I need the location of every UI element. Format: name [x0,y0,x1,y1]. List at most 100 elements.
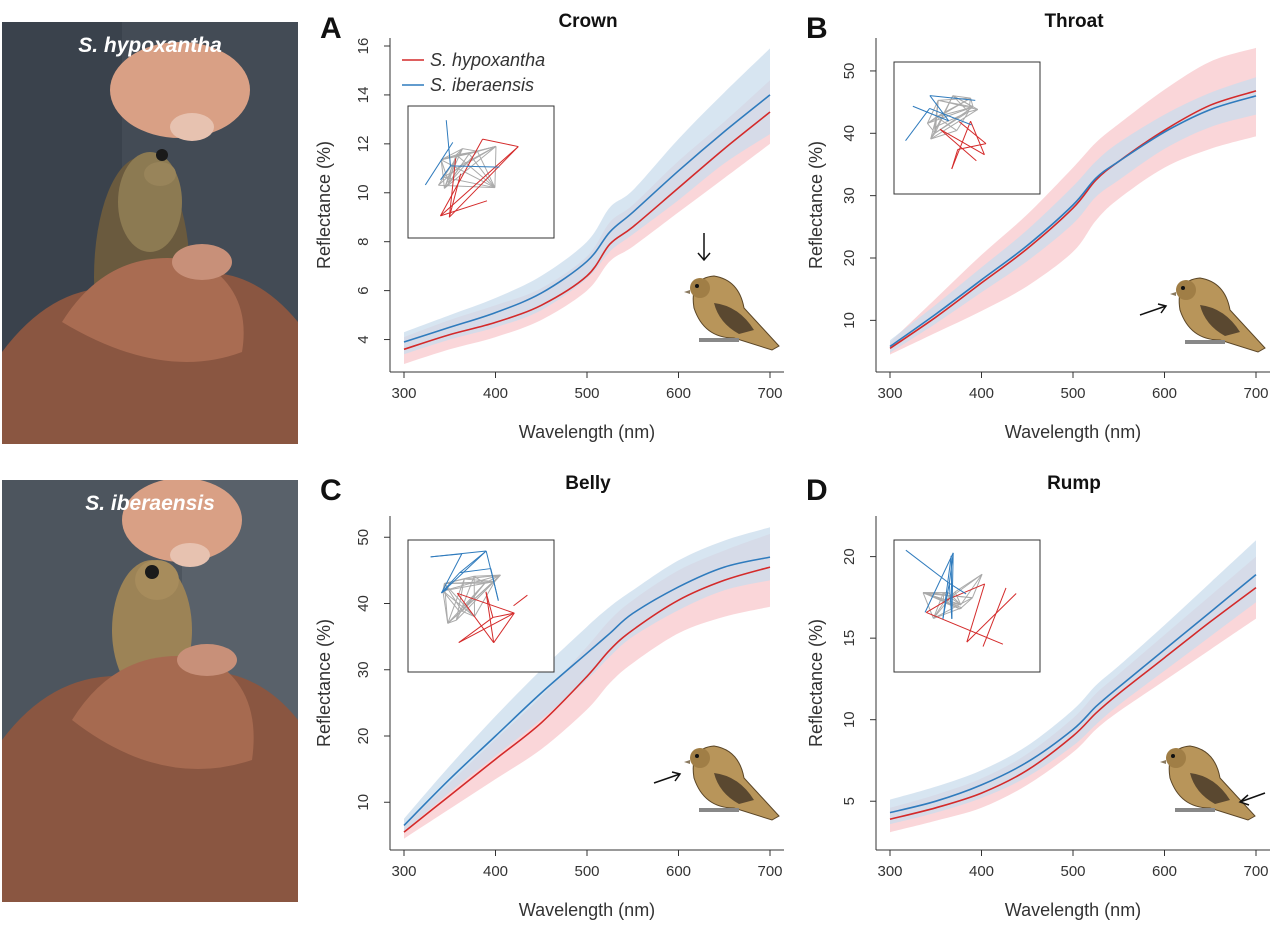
bird-wing [714,303,754,334]
inset-edge [445,120,451,166]
x-axis-label: Wavelength (nm) [1005,422,1141,442]
inset-edge [957,143,987,150]
inset-edge [456,153,470,156]
y-tick-label: 10 [355,794,372,811]
series-line-hypoxantha [403,111,771,351]
inset-edge [966,593,1017,643]
bird-eye [695,754,699,758]
y-tick-label: 10 [355,184,372,201]
inset-edge [952,95,971,99]
inset-edge [972,574,983,598]
inset-edge [939,128,977,162]
y-axis-label: Reflectance (%) [806,619,826,747]
x-tick-label: 300 [391,385,416,402]
inset-edge [924,552,954,613]
photo-s-hypoxantha: S. hypoxantha [2,22,298,444]
y-tick-label: 4 [355,335,372,343]
x-tick-label: 500 [1060,385,1085,402]
x-tick-label: 400 [969,863,994,880]
inset-edge [966,583,986,643]
inset-edge [936,116,958,131]
y-tick-label: 40 [355,595,372,612]
x-tick-label: 300 [877,385,902,402]
y-tick-label: 20 [355,728,372,745]
confidence-band-iberaensis [890,540,1256,825]
x-axis-label: Wavelength (nm) [1005,900,1141,920]
x-tick-label: 400 [483,385,508,402]
x-axis-label: Wavelength (nm) [519,900,655,920]
inset-edge [447,582,486,624]
inset-edge [493,612,515,643]
y-tick-label: 10 [841,312,858,329]
y-tick-label: 20 [841,548,858,565]
inset-edge [927,116,937,124]
inset-edge [942,555,952,619]
bird-illustration [653,745,780,821]
photo-label: S. hypoxantha [78,34,222,57]
x-tick-label: 600 [666,385,691,402]
series-line-hypoxantha [889,90,1257,350]
x-tick-label: 500 [574,863,599,880]
bird-beak [1160,760,1166,764]
inset-edge [448,173,462,218]
inset-edge [476,150,496,188]
inset-edge [441,550,487,594]
y-tick-label: 30 [841,187,858,204]
bird-head [1176,280,1196,300]
x-tick-label: 600 [666,863,691,880]
legend-label: S. hypoxantha [430,50,545,70]
bird-photo-image [2,480,298,902]
inset-edge [933,607,962,619]
series-line-iberaensis [403,94,771,343]
inset-edge [905,549,950,584]
chart-panel-belly: C Belly 300 400 500 600 700 10 20 30 40 50 Wavelengt… [314,473,784,920]
inset-edge [485,550,499,601]
bird-eye [1181,286,1185,290]
bird-illustration [684,233,780,351]
bird-wing [714,773,754,804]
panel-letter: C [320,474,342,507]
legend-label: S. iberaensis [430,75,534,95]
chart-panel-throat: B Throat 300 400 500 600 700 10 20 30 40 50 Waveleng… [806,11,1270,442]
inset-edge [513,594,528,607]
y-tick-label: 6 [355,286,372,294]
y-axis-label: Reflectance (%) [314,141,334,269]
bird-wing [1190,773,1230,804]
series-line-hypoxantha [403,566,771,833]
panel-title: Crown [558,11,617,32]
inset-edge [970,120,985,155]
inset-edge [923,592,973,599]
x-tick-label: 700 [1243,385,1268,402]
inset-edge [442,590,475,617]
inset-edge [450,165,500,168]
inset-edge [926,611,1004,645]
inset-edge [440,200,488,217]
bird-beak [684,290,690,294]
series-line-iberaensis [889,95,1257,348]
y-tick-label: 20 [841,250,858,267]
inset-edge [949,583,985,600]
bird-eye [1171,754,1175,758]
inset-edge [474,581,496,617]
inset-edge [912,105,949,122]
inset-edge [930,109,979,140]
inset-edge [457,592,515,614]
y-tick-label: 8 [355,238,372,246]
inset-edge [959,597,973,610]
y-tick-label: 16 [355,38,372,55]
panel-letter: B [806,12,828,45]
bird-illustration [1139,277,1266,353]
inset-edge [441,553,463,594]
inset-edge [458,617,494,643]
inset-edge [934,111,969,128]
inset-edge [464,574,501,580]
inset-edge [447,619,457,624]
inset-edge [927,106,974,124]
inset-edge [424,142,454,186]
inset-box [407,105,555,239]
photo-label: S. iberaensis [85,492,215,515]
y-tick-label: 40 [841,125,858,142]
inset-edge [440,159,444,178]
x-tick-label: 500 [1060,863,1085,880]
inset-edge [438,165,462,186]
